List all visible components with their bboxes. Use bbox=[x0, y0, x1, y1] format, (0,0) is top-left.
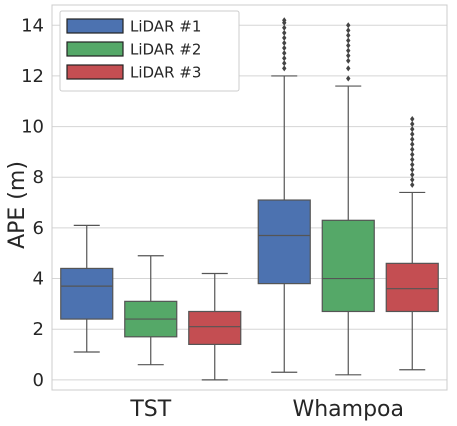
x-category-label-whampoa: Whampoa bbox=[292, 397, 404, 422]
y-tick-label-2: 2 bbox=[33, 319, 44, 340]
y-axis-title: APE (m) bbox=[5, 161, 30, 249]
iqr-box bbox=[321, 219, 375, 313]
outlier-point bbox=[346, 75, 351, 82]
outlier-point bbox=[410, 141, 415, 148]
box-lidar2-whampoa bbox=[321, 22, 375, 376]
box-lidar3-tst bbox=[188, 272, 242, 381]
outlier-point bbox=[410, 156, 415, 163]
outlier-point bbox=[282, 60, 287, 67]
legend-swatch bbox=[66, 18, 124, 34]
x-category-labels: TST Whampoa bbox=[129, 397, 404, 422]
outlier-point bbox=[410, 146, 415, 153]
outlier-point bbox=[346, 27, 351, 34]
box-layer bbox=[60, 17, 439, 381]
outlier-point bbox=[410, 136, 415, 143]
outlier-point bbox=[410, 131, 415, 138]
outlier-point bbox=[346, 65, 351, 72]
box-lidar1-tst bbox=[60, 224, 114, 353]
outlier-point bbox=[282, 29, 287, 36]
iqr-box bbox=[188, 310, 242, 346]
y-tick-label-0: 0 bbox=[33, 370, 44, 391]
legend-item-2: LiDAR #2 bbox=[66, 41, 201, 59]
y-tick-label-12: 12 bbox=[21, 66, 44, 87]
box-lidar2-tst bbox=[124, 255, 178, 366]
outlier-point bbox=[282, 55, 287, 62]
outlier-point bbox=[282, 50, 287, 57]
outlier-point bbox=[346, 52, 351, 59]
outlier-point bbox=[410, 121, 415, 128]
y-tick-label-14: 14 bbox=[21, 15, 44, 36]
plot-frame bbox=[51, 4, 448, 391]
outlier-point bbox=[346, 22, 351, 29]
iqr-box bbox=[257, 199, 311, 285]
iqr-box bbox=[60, 267, 114, 320]
box-lidar1-whampoa bbox=[257, 17, 311, 373]
legend: LiDAR #1 LiDAR #2 LiDAR #3 bbox=[59, 10, 240, 92]
y-tick-label-4: 4 bbox=[33, 269, 44, 290]
outlier-point bbox=[282, 24, 287, 31]
outlier-point bbox=[282, 17, 287, 24]
y-tick-label-8: 8 bbox=[33, 167, 44, 188]
legend-swatch bbox=[66, 64, 124, 80]
outlier-point bbox=[346, 37, 351, 44]
legend-label: LiDAR #3 bbox=[130, 64, 201, 82]
legend-items: LiDAR #1 LiDAR #2 LiDAR #3 bbox=[66, 18, 201, 82]
y-tick-label-10: 10 bbox=[21, 117, 44, 138]
outlier-point bbox=[410, 166, 415, 173]
outlier-point bbox=[346, 57, 351, 64]
legend-label: LiDAR #1 bbox=[130, 18, 201, 36]
outlier-point bbox=[346, 42, 351, 49]
outlier-point bbox=[282, 45, 287, 52]
outlier-point bbox=[346, 32, 351, 39]
outlier-point bbox=[410, 126, 415, 133]
outlier-point bbox=[410, 171, 415, 178]
x-category-label-tst: TST bbox=[129, 397, 171, 422]
outlier-point bbox=[282, 65, 287, 72]
legend-item-1: LiDAR #1 bbox=[66, 18, 201, 36]
outlier-point bbox=[410, 161, 415, 168]
outlier-point bbox=[410, 151, 415, 158]
outlier-point bbox=[346, 47, 351, 54]
box-lidar3-whampoa bbox=[385, 115, 439, 371]
legend-label: LiDAR #2 bbox=[130, 41, 201, 59]
legend-item-3: LiDAR #3 bbox=[66, 64, 201, 82]
outlier-point bbox=[282, 34, 287, 41]
outlier-point bbox=[282, 39, 287, 46]
y-tick-labels: 0 2 4 6 8 10 12 14 bbox=[21, 15, 44, 391]
outlier-point bbox=[410, 115, 415, 122]
y-tick-label-6: 6 bbox=[33, 218, 44, 239]
iqr-box bbox=[385, 262, 439, 313]
legend-swatch bbox=[66, 41, 124, 57]
outlier-point bbox=[410, 176, 415, 183]
outlier-point bbox=[410, 181, 415, 188]
